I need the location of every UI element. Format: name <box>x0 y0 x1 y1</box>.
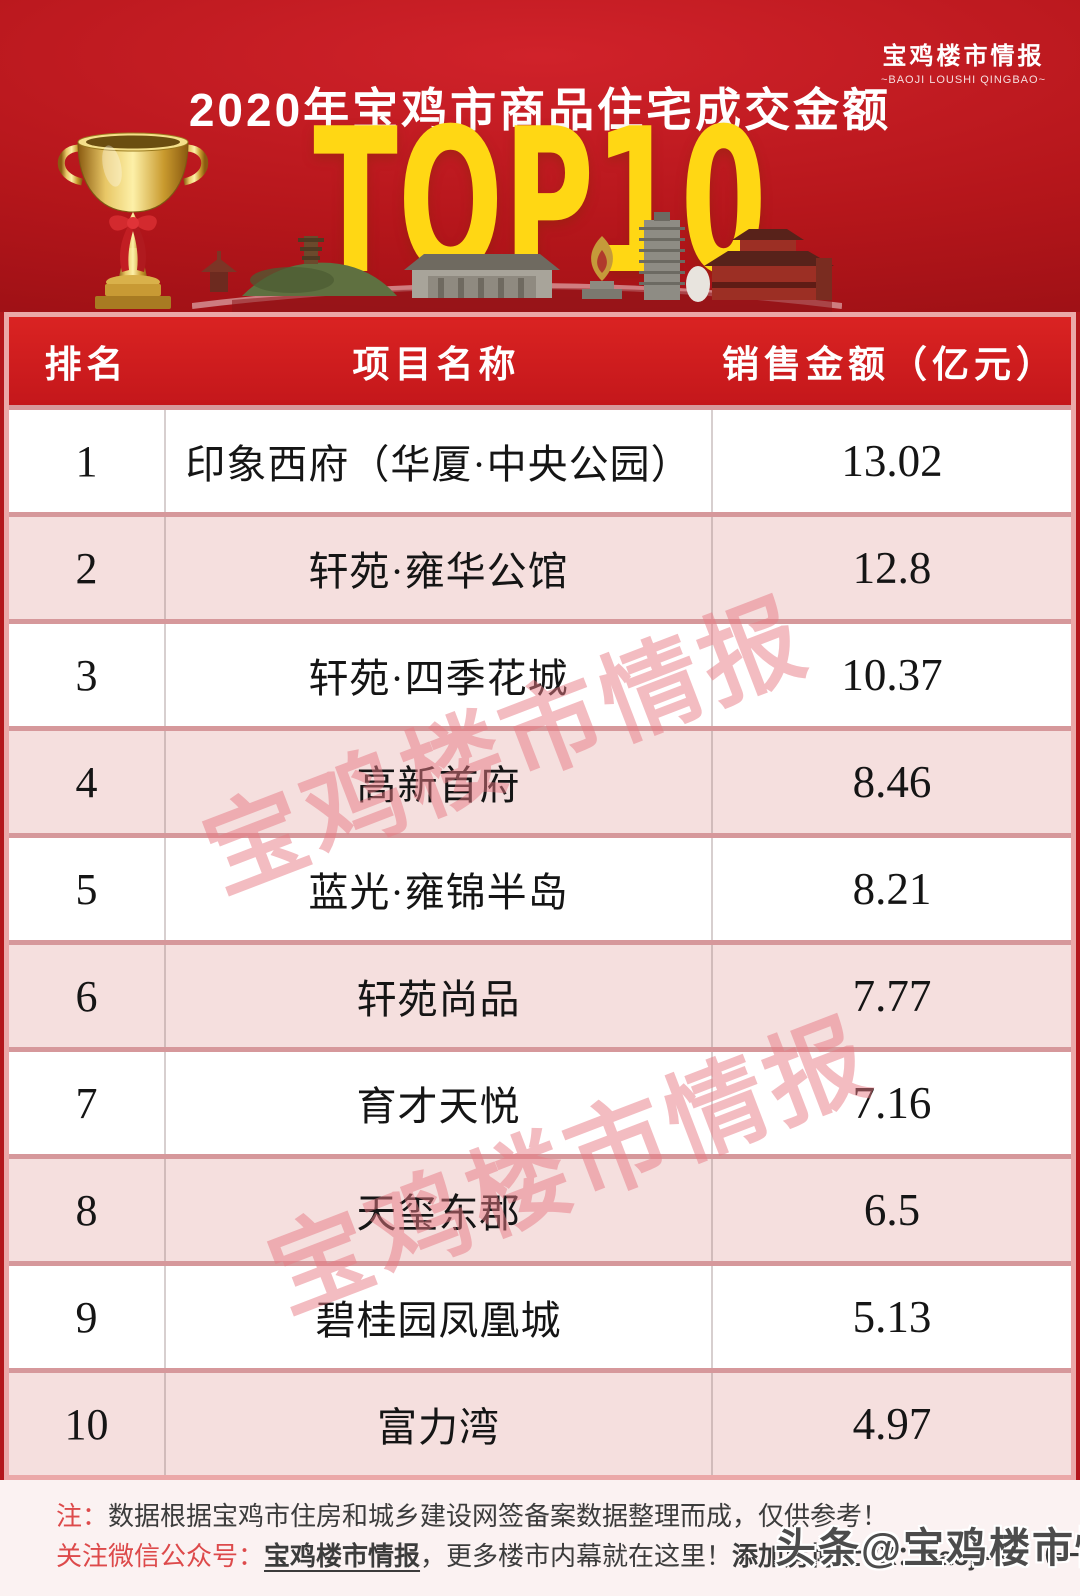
project-name-cell: 印象西府（华厦·中央公园） <box>166 410 713 512</box>
ranking-table: 排名 项目名称 销售金额（亿元） 1 印象西府（华厦·中央公园） 13.02 2… <box>4 312 1076 1480</box>
amount-cell: 13.02 <box>841 436 943 486</box>
table-row: 9 碧桂园凤凰城 5.13 <box>9 1266 1071 1368</box>
banner: 宝鸡楼市情报 ~BAOJI LOUSHI QINGBAO~ 2020年宝鸡市商品… <box>0 0 1080 312</box>
table-row: 6 轩苑尚品 7.77 <box>9 945 1071 1047</box>
rank-cell: 2 <box>9 517 166 619</box>
brand-logo-cn: 宝鸡楼市情报 <box>882 43 1045 70</box>
trophy-icon <box>57 132 209 309</box>
table-row: 3 轩苑·四季花城 10.37 <box>9 624 1071 726</box>
project-name-cell: 轩苑·雍华公馆 <box>166 517 713 619</box>
rank-cell: 5 <box>9 838 166 940</box>
table-row: 4 高新首府 8.46 <box>9 731 1071 833</box>
amount-cell: 4.97 <box>852 1399 932 1449</box>
project-name-cell: 碧桂园凤凰城 <box>166 1266 713 1368</box>
amount-cell: 6.5 <box>863 1185 921 1235</box>
table-header-row: 排名 项目名称 销售金额（亿元） <box>9 317 1071 405</box>
amount-cell: 8.21 <box>852 864 932 914</box>
column-header-name: 项目名称 <box>352 345 521 386</box>
table-row: 8 天玺东郡 6.5 <box>9 1159 1071 1261</box>
note2-label: 关注微信公众号： <box>56 1541 265 1572</box>
amount-cell: 12.8 <box>852 543 932 593</box>
note2-vx: 添加房博士VX：baoji-ls2（一对一， <box>732 1541 1080 1572</box>
project-name-cell: 轩苑尚品 <box>166 945 713 1047</box>
rank-cell: 10 <box>9 1373 166 1475</box>
rank-cell: 8 <box>9 1159 166 1261</box>
table-row: 10 富力湾 4.97 <box>9 1373 1071 1475</box>
note-line-1: 注：数据根据宝鸡市住房和城乡建设网签备案数据整理而成，仅供参考！ <box>56 1496 1060 1536</box>
column-header-amount: 销售金额（亿元） <box>722 345 1058 386</box>
project-name-cell: 富力湾 <box>166 1373 713 1475</box>
table-row: 7 育才天悦 7.16 <box>9 1052 1071 1154</box>
project-name-cell: 高新首府 <box>166 731 713 833</box>
note-line-2: 关注微信公众号：宝鸡楼市情报，更多楼市内幕就在这里！添加房博士VX：baoji-… <box>56 1536 1080 1576</box>
amount-cell: 7.16 <box>852 1078 932 1128</box>
amount-cell: 5.13 <box>852 1292 932 1342</box>
rank-cell: 9 <box>9 1266 166 1368</box>
brand-logo: 宝鸡楼市情报 ~BAOJI LOUSHI QINGBAO~ <box>881 36 1046 86</box>
note1-label: 注： <box>56 1501 109 1531</box>
wechat-channel-name: 宝鸡楼市情报 <box>264 1541 421 1572</box>
amount-cell: 7.77 <box>852 971 932 1021</box>
table-row: 1 印象西府（华厦·中央公园） 13.02 <box>9 410 1071 512</box>
project-name-cell: 轩苑·四季花城 <box>166 624 713 726</box>
table-row: 5 蓝光·雍锦半岛 8.21 <box>9 838 1071 940</box>
table-body: 1 印象西府（华厦·中央公园） 13.02 2 轩苑·雍华公馆 12.8 3 轩… <box>9 405 1071 1475</box>
watermark-footer: 头条@宝鸡楼市情报 <box>775 1525 1080 1571</box>
note1-text: 数据根据宝鸡市住房和城乡建设网签备案数据整理而成，仅供参考！ <box>108 1501 889 1531</box>
project-name-cell: 蓝光·雍锦半岛 <box>166 838 713 940</box>
rank-cell: 4 <box>9 731 166 833</box>
rank-cell: 6 <box>9 945 166 1047</box>
rank-cell: 7 <box>9 1052 166 1154</box>
table-row: 2 轩苑·雍华公馆 12.8 <box>9 517 1071 619</box>
amount-cell: 8.46 <box>852 757 932 807</box>
rank-cell: 3 <box>9 624 166 726</box>
project-name-cell: 天玺东郡 <box>166 1159 713 1261</box>
column-header-rank: 排名 <box>44 345 129 386</box>
rank-cell: 1 <box>9 410 166 512</box>
page-title: 2020年宝鸡市商品住宅成交金额 <box>188 84 892 136</box>
brand-logo-en: ~BAOJI LOUSHI QINGBAO~ <box>880 74 1046 86</box>
amount-cell: 10.37 <box>841 650 943 700</box>
project-name-cell: 育才天悦 <box>166 1052 713 1154</box>
city-skyline-image <box>192 212 842 312</box>
footer-notes: 注：数据根据宝鸡市住房和城乡建设网签备案数据整理而成，仅供参考！ 关注微信公众号… <box>0 1480 1080 1596</box>
note2-middle: ，更多楼市内幕就在这里！ <box>420 1541 733 1572</box>
